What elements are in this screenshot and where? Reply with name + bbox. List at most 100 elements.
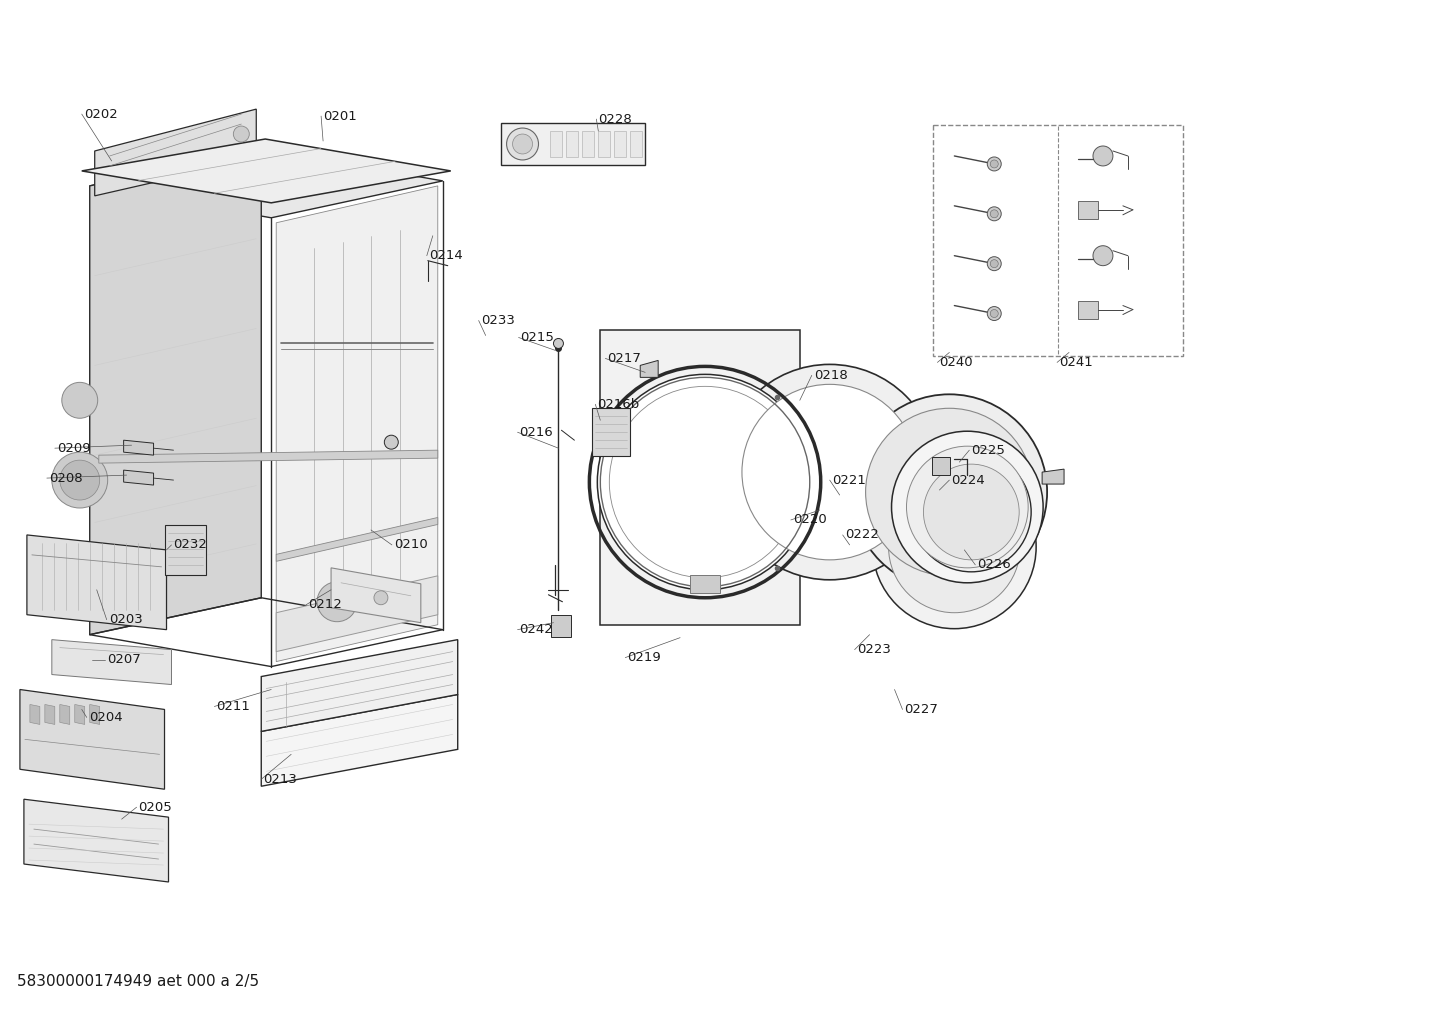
Polygon shape — [124, 440, 153, 455]
Text: 0224: 0224 — [952, 474, 985, 487]
Circle shape — [1093, 146, 1113, 166]
Circle shape — [911, 452, 1031, 572]
Polygon shape — [583, 131, 594, 157]
Circle shape — [597, 374, 813, 590]
Text: 0211: 0211 — [216, 700, 251, 713]
Text: 0210: 0210 — [394, 538, 428, 551]
Polygon shape — [89, 149, 443, 218]
Polygon shape — [630, 131, 642, 157]
Circle shape — [991, 260, 998, 268]
Polygon shape — [261, 695, 457, 787]
Polygon shape — [20, 690, 164, 790]
Text: 0204: 0204 — [89, 711, 123, 723]
Circle shape — [385, 435, 398, 449]
Circle shape — [865, 409, 1032, 576]
Text: 0219: 0219 — [627, 651, 660, 664]
Circle shape — [988, 207, 1001, 221]
Text: 0218: 0218 — [813, 369, 848, 382]
Circle shape — [62, 382, 98, 418]
Circle shape — [852, 394, 1047, 590]
Circle shape — [610, 386, 800, 578]
Polygon shape — [598, 131, 610, 157]
Polygon shape — [1079, 201, 1097, 219]
Text: 58300000174949 aet 000 a 2/5: 58300000174949 aet 000 a 2/5 — [17, 974, 260, 988]
Circle shape — [991, 160, 998, 168]
Text: 0227: 0227 — [904, 703, 939, 716]
Text: 0223: 0223 — [857, 643, 891, 656]
Polygon shape — [30, 704, 40, 725]
Text: 0208: 0208 — [49, 472, 82, 485]
Text: 0209: 0209 — [56, 441, 91, 454]
Text: 0233: 0233 — [480, 314, 515, 327]
Circle shape — [554, 338, 564, 348]
Text: 0221: 0221 — [832, 474, 865, 487]
Circle shape — [743, 384, 917, 559]
Text: 0202: 0202 — [84, 108, 117, 120]
Text: 0242: 0242 — [519, 624, 554, 636]
Polygon shape — [25, 799, 169, 882]
Circle shape — [506, 128, 538, 160]
Polygon shape — [59, 704, 69, 725]
Text: 0215: 0215 — [521, 331, 554, 344]
Polygon shape — [614, 131, 626, 157]
Circle shape — [988, 157, 1001, 171]
Circle shape — [59, 461, 99, 500]
Polygon shape — [600, 330, 800, 625]
Circle shape — [722, 365, 937, 580]
Circle shape — [317, 582, 358, 622]
Text: 0213: 0213 — [264, 772, 297, 786]
Circle shape — [234, 126, 249, 142]
Polygon shape — [567, 131, 578, 157]
Polygon shape — [99, 450, 438, 463]
Polygon shape — [261, 640, 457, 732]
Polygon shape — [332, 568, 421, 623]
Text: 0220: 0220 — [793, 514, 826, 527]
Text: 0217: 0217 — [607, 352, 642, 365]
Polygon shape — [1043, 469, 1064, 484]
Circle shape — [991, 310, 998, 318]
Text: 0205: 0205 — [138, 801, 173, 814]
Polygon shape — [1079, 301, 1097, 319]
Polygon shape — [45, 704, 55, 725]
Polygon shape — [640, 361, 658, 377]
Polygon shape — [277, 185, 438, 661]
Circle shape — [52, 452, 108, 508]
Text: 0216b: 0216b — [597, 397, 640, 411]
Circle shape — [991, 210, 998, 218]
Circle shape — [512, 135, 532, 154]
Text: 0226: 0226 — [978, 558, 1011, 572]
Circle shape — [988, 307, 1001, 321]
Text: 0240: 0240 — [939, 356, 973, 369]
Text: 0241: 0241 — [1058, 356, 1093, 369]
Polygon shape — [593, 409, 630, 457]
Polygon shape — [691, 575, 720, 593]
FancyBboxPatch shape — [933, 125, 1182, 357]
Text: 0214: 0214 — [428, 250, 463, 262]
Text: 0225: 0225 — [972, 443, 1005, 457]
Polygon shape — [52, 640, 172, 685]
Circle shape — [1093, 246, 1113, 266]
Circle shape — [888, 481, 1019, 612]
Polygon shape — [124, 470, 153, 485]
Text: 0228: 0228 — [598, 112, 632, 125]
Polygon shape — [500, 123, 645, 165]
Polygon shape — [277, 576, 438, 651]
Text: 0201: 0201 — [323, 110, 356, 122]
Polygon shape — [164, 525, 206, 575]
Polygon shape — [75, 704, 85, 725]
Circle shape — [891, 431, 1043, 583]
Text: 0216: 0216 — [519, 426, 554, 439]
Polygon shape — [551, 131, 562, 157]
Text: 0212: 0212 — [309, 598, 342, 611]
Circle shape — [872, 465, 1037, 629]
Polygon shape — [277, 518, 438, 561]
Circle shape — [923, 464, 1019, 559]
Text: 0232: 0232 — [173, 538, 208, 551]
Polygon shape — [27, 535, 166, 630]
Circle shape — [988, 257, 1001, 271]
Polygon shape — [82, 139, 451, 203]
Polygon shape — [95, 109, 257, 196]
Polygon shape — [933, 458, 950, 475]
Circle shape — [373, 591, 388, 604]
Text: 0207: 0207 — [107, 653, 140, 666]
